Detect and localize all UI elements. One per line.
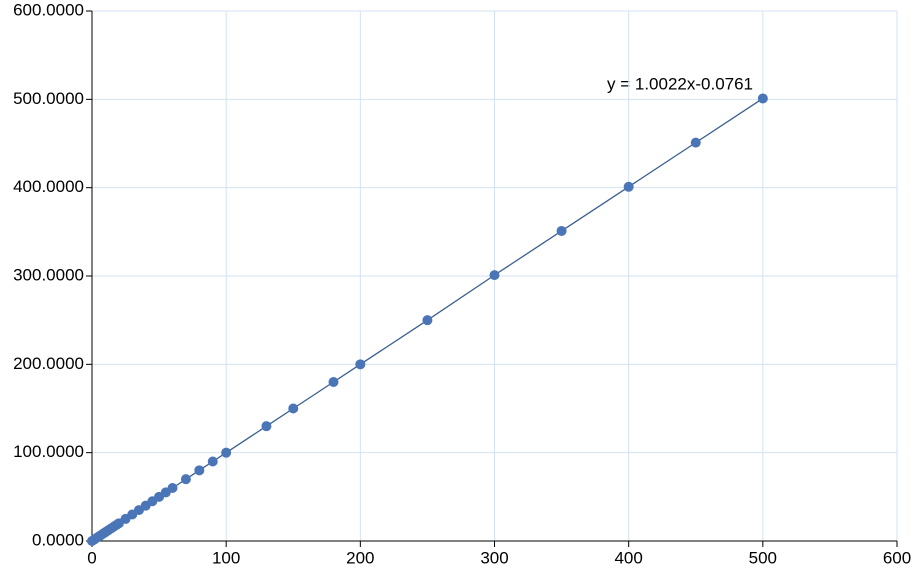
data-point [690,137,701,148]
data-point [194,465,205,476]
y-tick-label: 100.0000 [13,442,84,461]
data-point [167,483,178,493]
data-point [422,315,433,326]
y-tick-label: 600.0000 [13,0,84,19]
x-tick-label: 500 [749,548,777,567]
data-point [355,359,366,370]
data-point [623,181,634,192]
y-tick-label: 400.0000 [13,177,84,196]
data-point [328,377,339,387]
data-point [556,225,567,236]
data-point [221,447,232,458]
data-point [207,456,218,467]
data-point [489,270,500,281]
y-tick-label: 500.0000 [13,89,84,108]
x-tick-label: 100 [212,548,240,567]
x-tick-label: 300 [480,548,508,567]
y-tick-label: 0.0000 [32,530,84,549]
trendline-equation: y = 1.0022x-0.0761 [607,74,753,93]
x-tick-label: 0 [87,548,96,567]
y-tick-label: 300.0000 [13,265,84,284]
data-point [261,421,272,432]
x-tick-label: 200 [346,548,374,567]
data-point [288,403,299,414]
y-tick-label: 200.0000 [13,354,84,373]
x-tick-label: 600 [883,548,911,567]
x-tick-label: 400 [614,548,642,567]
data-point [757,93,768,104]
data-point [180,474,191,485]
